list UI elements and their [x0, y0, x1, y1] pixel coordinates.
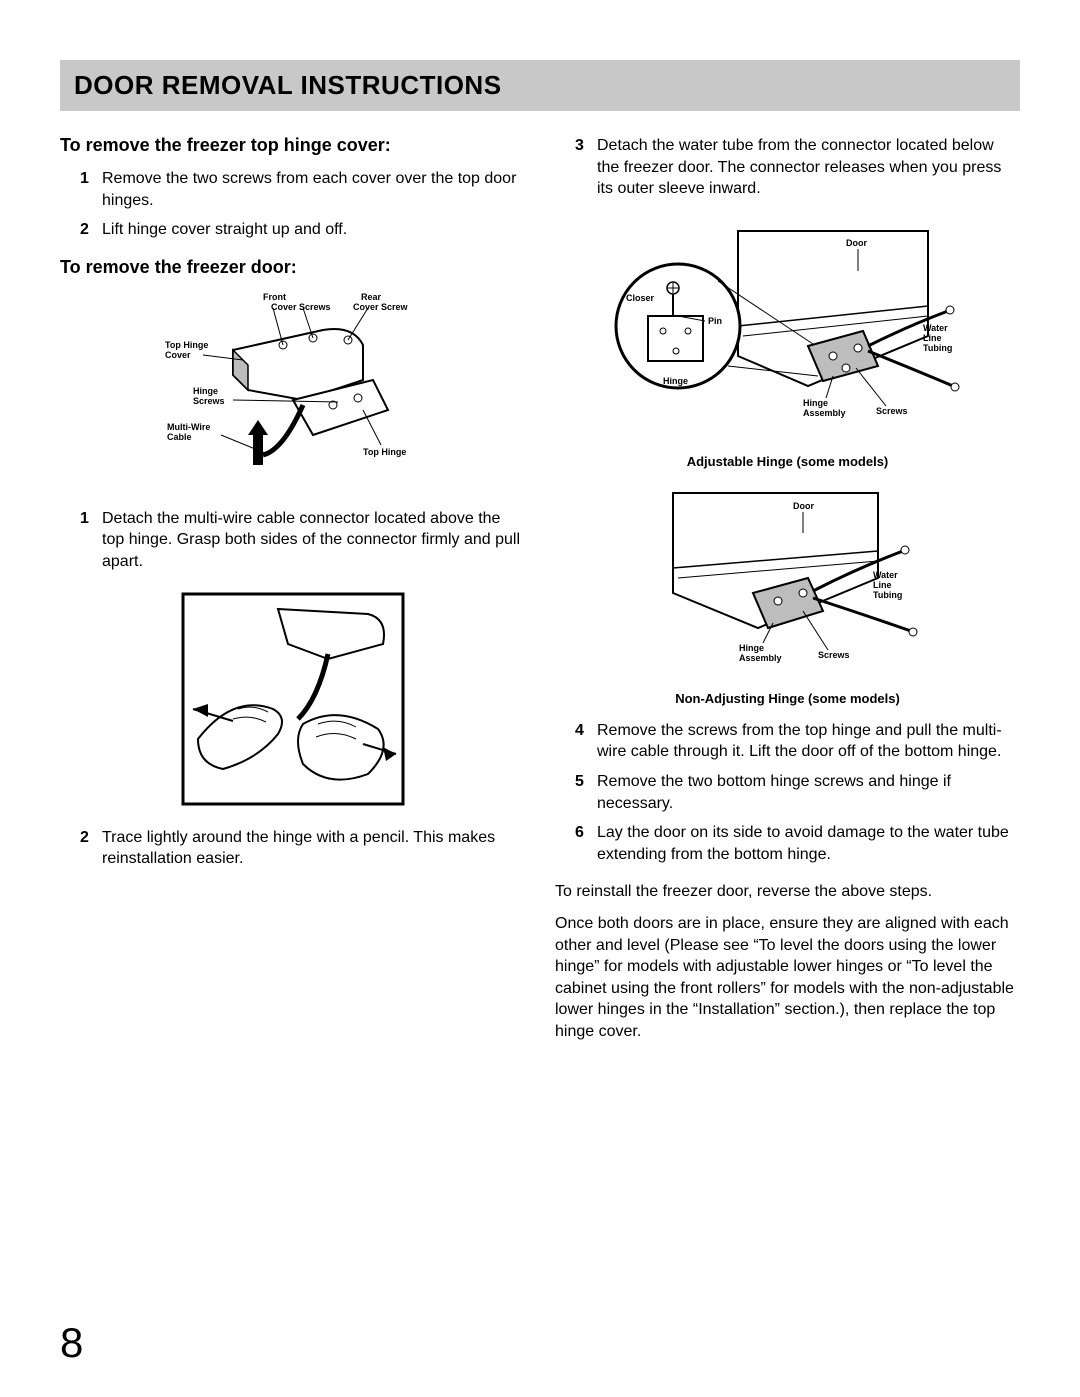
right-column: 3 Detach the water tube from the connect… — [555, 135, 1020, 1053]
steps-freezer-door-a: 1 Detach the multi-wire cable connector … — [60, 508, 525, 573]
step-text: Trace lightly around the hinge with a pe… — [102, 827, 525, 870]
label-hinge: Hinge — [663, 376, 688, 386]
label-cover-screws: Cover Screws — [271, 302, 331, 312]
page: DOOR REMOVAL INSTRUCTIONS To remove the … — [0, 0, 1080, 1053]
label-rear: Rear — [361, 292, 382, 302]
section-title: DOOR REMOVAL INSTRUCTIONS — [74, 70, 1006, 101]
step-number: 6 — [575, 822, 597, 865]
list-item: 5 Remove the two bottom hinge screws and… — [555, 771, 1020, 814]
caption-adjustable-hinge: Adjustable Hinge (some models) — [555, 454, 1020, 469]
diagram-pull-connector — [60, 589, 525, 809]
section-header-bar: DOOR REMOVAL INSTRUCTIONS — [60, 60, 1020, 111]
diagram-adjustable-hinge: Door Closer Pin Hinge HingeAssembly Scre… — [555, 216, 1020, 436]
left-column: To remove the freezer top hinge cover: 1… — [60, 135, 525, 1053]
page-number: 8 — [60, 1319, 83, 1367]
step-text: Lift hinge cover straight up and off. — [102, 219, 525, 241]
diagram-non-adjusting-hinge: Door HingeAssembly Screws WaterLineTubin… — [555, 483, 1020, 673]
steps-hinge-cover: 1 Remove the two screws from each cover … — [60, 168, 525, 241]
list-item: 3 Detach the water tube from the connect… — [555, 135, 1020, 200]
label-screws2: Screws — [818, 650, 850, 660]
steps-freezer-door-b: 2 Trace lightly around the hinge with a … — [60, 827, 525, 870]
svg-text:WaterLineTubing: WaterLineTubing — [873, 570, 902, 600]
diagram-top-hinge-cover: Front Cover Screws Rear Cover Screw Top … — [60, 290, 525, 490]
two-column-layout: To remove the freezer top hinge cover: 1… — [60, 135, 1020, 1053]
svg-text:Top HingeCover: Top HingeCover — [165, 340, 208, 360]
label-cover-screw: Cover Screw — [353, 302, 409, 312]
svg-text:HingeAssembly: HingeAssembly — [739, 643, 782, 663]
svg-text:WaterLineTubing: WaterLineTubing — [923, 323, 952, 353]
list-item: 1 Detach the multi-wire cable connector … — [60, 508, 525, 573]
list-item: 4 Remove the screws from the top hinge a… — [555, 720, 1020, 763]
paragraph-reinstall: To reinstall the freezer door, reverse t… — [555, 881, 1020, 903]
step-number: 5 — [575, 771, 597, 814]
subheading-freezer-door: To remove the freezer door: — [60, 257, 525, 278]
step-text: Detach the water tube from the connector… — [597, 135, 1020, 200]
list-item: 2 Lift hinge cover straight up and off. — [60, 219, 525, 241]
paragraph-alignment: Once both doors are in place, ensure the… — [555, 913, 1020, 1043]
svg-text:HingeScrews: HingeScrews — [193, 386, 225, 406]
label-top-hinge: Top Hinge — [363, 447, 406, 457]
caption-non-adjusting-hinge: Non-Adjusting Hinge (some models) — [555, 691, 1020, 706]
step-number: 1 — [80, 508, 102, 573]
step-text: Remove the screws from the top hinge and… — [597, 720, 1020, 763]
step-number: 1 — [80, 168, 102, 211]
step-number: 3 — [575, 135, 597, 200]
steps-right-mid: 4 Remove the screws from the top hinge a… — [555, 720, 1020, 866]
label-screws: Screws — [876, 406, 908, 416]
subheading-hinge-cover: To remove the freezer top hinge cover: — [60, 135, 525, 156]
svg-text:Multi-WireCable: Multi-WireCable — [167, 422, 210, 442]
step-text: Remove the two screws from each cover ov… — [102, 168, 525, 211]
step-number: 2 — [80, 219, 102, 241]
steps-right-top: 3 Detach the water tube from the connect… — [555, 135, 1020, 200]
label-door: Door — [846, 238, 867, 248]
step-number: 4 — [575, 720, 597, 763]
label-door2: Door — [793, 501, 814, 511]
list-item: 6 Lay the door on its side to avoid dama… — [555, 822, 1020, 865]
list-item: 2 Trace lightly around the hinge with a … — [60, 827, 525, 870]
step-text: Detach the multi-wire cable connector lo… — [102, 508, 525, 573]
svg-text:HingeAssembly: HingeAssembly — [803, 398, 846, 418]
step-number: 2 — [80, 827, 102, 870]
step-text: Lay the door on its side to avoid damage… — [597, 822, 1020, 865]
list-item: 1 Remove the two screws from each cover … — [60, 168, 525, 211]
label-pin: Pin — [708, 316, 722, 326]
label-front: Front — [263, 292, 286, 302]
step-text: Remove the two bottom hinge screws and h… — [597, 771, 1020, 814]
label-closer: Closer — [626, 293, 655, 303]
